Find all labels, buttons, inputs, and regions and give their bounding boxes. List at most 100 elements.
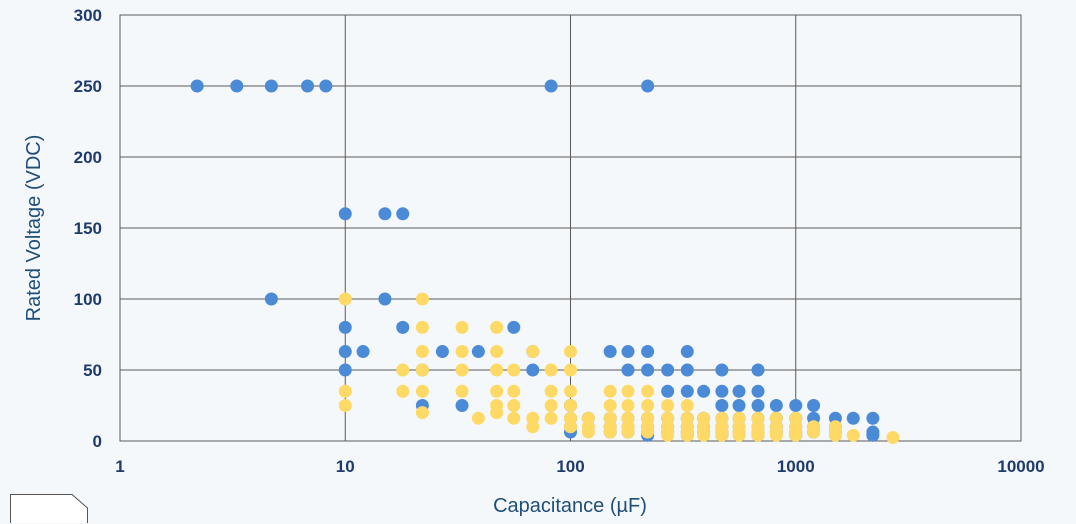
data-point	[490, 384, 504, 398]
plot-border	[119, 14, 1022, 442]
data-point	[621, 345, 635, 359]
data-point	[338, 345, 352, 359]
data-point	[641, 363, 655, 377]
corner-shape	[10, 494, 88, 523]
data-point	[490, 406, 504, 420]
data-point	[715, 384, 729, 398]
data-point	[828, 428, 842, 442]
data-point	[471, 345, 485, 359]
data-point	[415, 292, 429, 306]
data-point	[751, 399, 765, 412]
data-point	[507, 363, 521, 377]
series-1	[338, 292, 900, 444]
y-tick-label: 100	[74, 290, 102, 309]
data-point	[641, 425, 655, 439]
grid-lines	[119, 14, 1022, 442]
data-point	[603, 399, 617, 412]
data-point	[603, 425, 617, 439]
data-point	[621, 399, 635, 412]
data-point	[751, 363, 765, 377]
series-0	[190, 79, 880, 442]
data-point	[846, 428, 860, 442]
data-point	[338, 363, 352, 377]
data-point	[564, 420, 577, 434]
data-point	[751, 428, 765, 442]
data-point	[264, 79, 278, 93]
data-point	[581, 425, 595, 439]
data-point	[507, 384, 521, 398]
data-point	[415, 345, 429, 359]
data-point	[356, 345, 370, 359]
y-tick-label: 50	[83, 361, 102, 380]
data-point	[715, 363, 729, 377]
data-point	[435, 345, 449, 359]
data-point	[807, 425, 821, 439]
data-point	[789, 428, 803, 442]
data-point	[769, 428, 783, 442]
data-points	[190, 79, 900, 444]
data-point	[378, 207, 392, 221]
data-point	[769, 399, 783, 412]
data-point	[455, 320, 469, 334]
data-point	[415, 320, 429, 334]
data-point	[338, 384, 352, 398]
data-point	[455, 384, 469, 398]
data-point	[526, 420, 540, 434]
data-point	[396, 384, 410, 398]
y-axis-title: Rated Voltage (VDC)	[23, 135, 45, 322]
data-point	[507, 411, 521, 425]
data-point	[866, 411, 880, 425]
data-point	[621, 363, 635, 377]
data-point	[886, 430, 900, 444]
data-point	[319, 79, 333, 93]
data-point	[490, 320, 504, 334]
data-point	[732, 399, 746, 412]
data-point	[680, 345, 694, 359]
data-point	[378, 292, 392, 306]
x-tick-label: 100	[556, 457, 584, 476]
y-tick-label: 0	[93, 432, 102, 451]
data-point	[564, 384, 577, 398]
data-point	[661, 363, 675, 377]
data-point	[641, 384, 655, 398]
data-point	[301, 79, 315, 93]
data-point	[697, 428, 711, 442]
data-point	[507, 320, 521, 334]
data-point	[641, 399, 655, 412]
x-axis-title: Capacitance (µF)	[493, 495, 647, 517]
data-point	[471, 411, 485, 425]
data-point	[866, 428, 880, 442]
data-point	[490, 363, 504, 377]
data-point	[544, 363, 558, 377]
x-tick-label: 1	[115, 457, 124, 476]
data-point	[338, 320, 352, 334]
data-point	[544, 384, 558, 398]
x-tick-label: 10000	[997, 457, 1044, 476]
data-point	[603, 384, 617, 398]
data-point	[661, 384, 675, 398]
data-point	[789, 399, 803, 412]
y-tick-label: 300	[74, 6, 102, 25]
data-point	[715, 428, 729, 442]
data-point	[415, 384, 429, 398]
data-point	[807, 399, 821, 412]
data-point	[715, 399, 729, 412]
y-tick-label: 150	[74, 219, 102, 238]
data-point	[751, 384, 765, 398]
data-point	[264, 292, 278, 306]
data-point	[396, 207, 410, 221]
data-point	[732, 428, 746, 442]
data-point	[732, 384, 746, 398]
data-point	[526, 345, 540, 359]
data-point	[564, 345, 577, 359]
data-point	[661, 399, 675, 412]
data-point	[846, 411, 860, 425]
x-tick-label: 10	[336, 457, 355, 476]
data-point	[396, 320, 410, 334]
data-point	[544, 411, 558, 425]
data-point	[455, 363, 469, 377]
data-point	[544, 79, 558, 93]
data-point	[415, 406, 429, 420]
data-point	[507, 399, 521, 412]
